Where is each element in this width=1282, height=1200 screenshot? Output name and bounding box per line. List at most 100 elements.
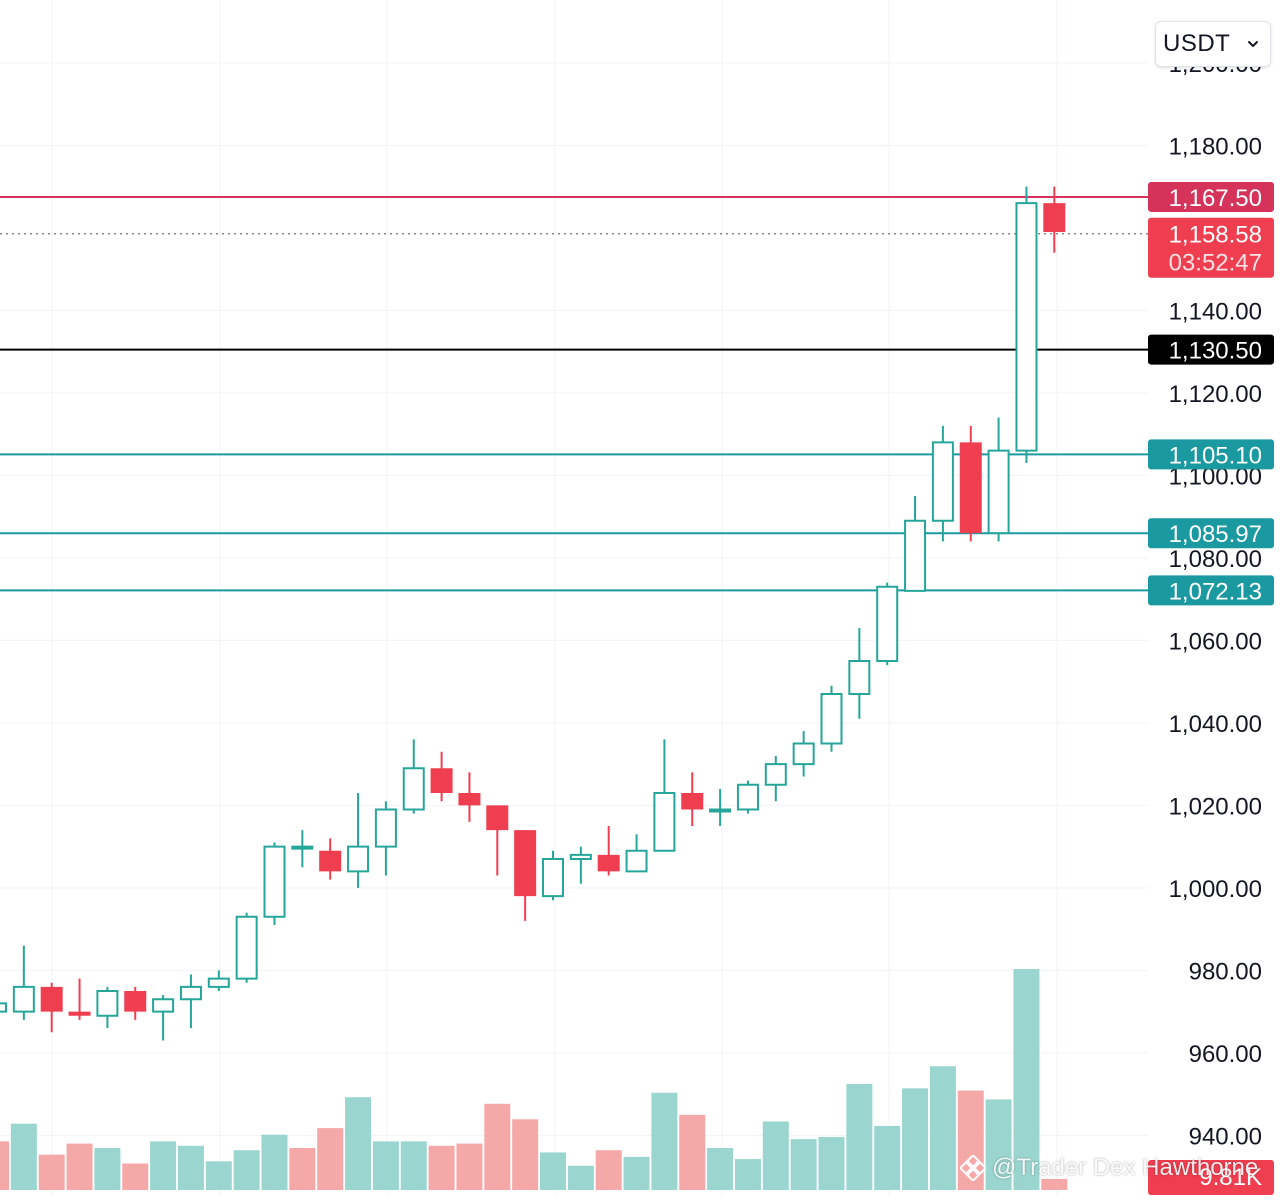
level-price-label-text: 1,130.50 — [1169, 338, 1262, 365]
candle[interactable] — [736, 780, 759, 814]
candle-body — [430, 768, 453, 793]
candle[interactable] — [96, 986, 119, 1029]
candle[interactable] — [291, 830, 314, 868]
price-axis-labels: 1,167.50 1,130.50 1,105.10 1,085.97 1,072.13… — [1148, 181, 1274, 1195]
volume-bar — [66, 1143, 93, 1190]
candle-body — [542, 858, 564, 898]
candle-body — [263, 845, 286, 918]
candle[interactable] — [597, 826, 620, 876]
volume-bar — [177, 1145, 204, 1190]
candle[interactable] — [514, 830, 537, 921]
candle[interactable] — [152, 995, 175, 1041]
candle[interactable] — [263, 842, 286, 926]
volume-bar — [400, 1141, 427, 1190]
level-price-label-box — [1148, 575, 1274, 606]
candle[interactable] — [848, 628, 871, 719]
candle[interactable] — [1043, 186, 1066, 253]
candle[interactable] — [876, 582, 899, 666]
candle[interactable] — [653, 739, 676, 852]
candle[interactable] — [542, 850, 564, 901]
candle[interactable] — [904, 496, 927, 592]
volume-bar — [679, 1114, 706, 1190]
level-price-label-box — [1148, 439, 1274, 470]
candle[interactable] — [959, 425, 982, 542]
candle[interactable] — [764, 755, 787, 802]
grid-lines — [0, 0, 1148, 1195]
volume-bar — [762, 1121, 789, 1190]
candle[interactable] — [709, 788, 732, 826]
volume-bar — [874, 1125, 901, 1190]
candle[interactable] — [12, 945, 35, 1020]
volume-bar — [0, 1141, 9, 1190]
volume-bar — [902, 1088, 929, 1190]
candle[interactable] — [0, 991, 7, 1020]
candle-body — [876, 585, 899, 662]
candle[interactable] — [681, 772, 704, 826]
candle[interactable] — [68, 978, 91, 1020]
price-tick-label: 1,080.00 — [1169, 546, 1262, 573]
candle[interactable] — [402, 739, 425, 814]
candle-body — [681, 793, 704, 810]
chevron-down-icon — [1248, 41, 1258, 47]
price-tick-label: 1,180.00 — [1169, 133, 1262, 160]
volume-bar — [818, 1136, 845, 1190]
candle-body — [597, 854, 620, 872]
candle[interactable] — [987, 417, 1010, 542]
level-price-label-text: 1,167.50 — [1169, 185, 1262, 212]
candle-body — [792, 742, 815, 766]
candle-body — [904, 519, 927, 592]
volume-bar — [707, 1148, 734, 1190]
level-price-label-text: 1,072.13 — [1169, 578, 1262, 605]
candle[interactable] — [569, 846, 592, 884]
candle[interactable] — [207, 970, 230, 991]
candle-body — [12, 985, 35, 1013]
candle[interactable] — [486, 805, 509, 876]
candle[interactable] — [1015, 186, 1038, 463]
candle[interactable] — [625, 834, 648, 873]
currency-select[interactable]: USDT — [1155, 21, 1271, 67]
candle-body — [987, 449, 1010, 535]
candle-body — [764, 763, 787, 786]
price-tick-label: 1,040.00 — [1169, 711, 1262, 738]
volume-bar — [623, 1156, 650, 1190]
volume-bar — [289, 1148, 316, 1190]
candle[interactable] — [931, 425, 954, 542]
candle[interactable] — [374, 801, 397, 876]
candle[interactable] — [40, 982, 63, 1033]
volume-bar — [651, 1092, 678, 1190]
level-price-label: 1,130.50 — [1148, 334, 1274, 365]
candle[interactable] — [319, 838, 342, 880]
volume-bar — [317, 1128, 344, 1190]
volume-bar — [10, 1123, 37, 1190]
volume-bar — [205, 1161, 232, 1190]
level-price-label: 1,105.10 — [1148, 439, 1274, 470]
candle[interactable] — [430, 751, 453, 802]
level-price-label-box — [1148, 518, 1274, 549]
candle[interactable] — [347, 793, 370, 888]
candle-body — [458, 793, 481, 806]
price-tick-label: 1,020.00 — [1169, 793, 1262, 820]
volume-bar — [261, 1134, 288, 1190]
candle[interactable] — [792, 731, 815, 777]
candle[interactable] — [820, 685, 843, 752]
volume-bar — [790, 1139, 817, 1190]
price-tick-label: 1,060.00 — [1169, 628, 1262, 655]
volume-bar — [150, 1141, 177, 1190]
candle-body — [1015, 202, 1038, 452]
candle-body — [152, 998, 175, 1013]
candle[interactable] — [179, 974, 202, 1029]
candle-body — [736, 783, 759, 811]
candle-body — [319, 850, 342, 872]
candles — [0, 186, 1066, 1041]
price-tick-label: 1,140.00 — [1169, 298, 1262, 325]
candle[interactable] — [458, 772, 481, 822]
level-price-label: 1,072.13 — [1148, 575, 1274, 606]
currency-select-value: USDT — [1163, 30, 1231, 57]
candle[interactable] — [235, 912, 258, 983]
candle-body — [96, 990, 119, 1017]
volume-bar — [540, 1152, 566, 1190]
candle[interactable] — [124, 986, 147, 1020]
price-tick-label: 1,120.00 — [1169, 381, 1262, 408]
